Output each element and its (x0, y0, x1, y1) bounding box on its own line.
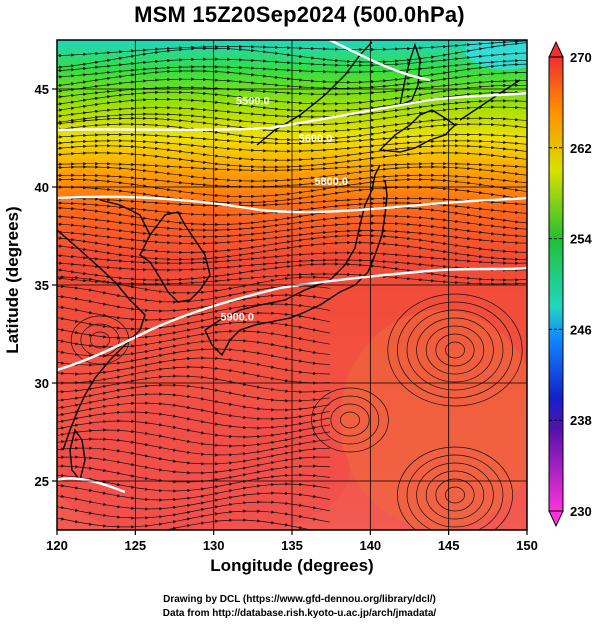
colorbar-tick-label: 246 (570, 322, 592, 337)
eddy-streamline (340, 411, 360, 429)
streamlines (57, 40, 527, 530)
colorbar-tick-label: 254 (570, 232, 592, 247)
streamline (57, 518, 317, 530)
eddy-streamline (416, 317, 494, 383)
x-tick-label: 150 (516, 538, 538, 553)
eddy-streamline (387, 293, 523, 407)
colorbar: 230 238 246 254 262 270 (548, 40, 592, 528)
eddy-streamline (320, 395, 380, 445)
eddy-streamline (445, 341, 465, 359)
colorbar-top-arrow (548, 40, 564, 58)
gridlines (57, 40, 527, 530)
field-patch-northeast (465, 40, 527, 70)
field-patch-east (340, 310, 527, 530)
y-tick-label: 25 (35, 474, 49, 489)
colorbar-tick-label: 270 (570, 50, 592, 65)
contour-label: 5800.0 (314, 176, 348, 188)
y-axis: 25 30 35 40 45 (35, 82, 57, 489)
x-tick-label: 125 (124, 538, 146, 553)
credit-drawing: Drawing by DCL (https://www.gfd-dennou.o… (163, 594, 436, 605)
x-tick-label: 135 (281, 538, 303, 553)
contour-label: 5500.0 (236, 96, 270, 108)
x-axis: 120 125 130 135 140 145 150 (46, 530, 538, 553)
eddy-streamline (330, 403, 370, 437)
colorbar-bottom-arrow (548, 510, 564, 528)
x-tick-label: 130 (203, 538, 225, 553)
y-tick-label: 40 (35, 180, 49, 195)
eddy-streamline (425, 470, 485, 520)
colorbar-tick-label: 238 (570, 413, 592, 428)
y-tick-label: 45 (35, 82, 49, 97)
eddy-streamline (90, 331, 110, 349)
colorbar-bar (548, 56, 564, 512)
y-tick-label: 30 (35, 376, 49, 391)
eddy-streamline (397, 301, 513, 399)
page-title: MSM 15Z20Sep2024 (500.0hPa) (134, 2, 465, 27)
x-tick-label: 120 (46, 538, 68, 553)
x-axis-label: Longitude (degrees) (210, 556, 374, 575)
contour-label: 5600.0 (299, 133, 333, 145)
eddy-streamline (445, 486, 465, 504)
y-tick-label: 35 (35, 278, 49, 293)
eddy-streamline (416, 462, 494, 528)
credit-data-source: Data from http://database.rish.kyoto-u.a… (162, 608, 437, 619)
x-tick-label: 145 (438, 538, 460, 553)
eddy-streamline (311, 387, 389, 453)
eddy-streamline (406, 454, 504, 530)
geopotential-contours (57, 40, 527, 494)
contour-label: 5900.0 (220, 311, 254, 323)
eddy-streamline (397, 446, 513, 530)
colorbar-tick-label: 262 (570, 141, 592, 156)
eddy-streamline (80, 323, 120, 357)
colorbar-tick-label: 230 (570, 504, 592, 519)
eddy-streamline (435, 478, 475, 512)
eddy-streamline (435, 333, 475, 367)
eddy-streamline (406, 309, 504, 391)
x-tick-label: 140 (359, 538, 381, 553)
eddy-streamline (425, 325, 485, 375)
